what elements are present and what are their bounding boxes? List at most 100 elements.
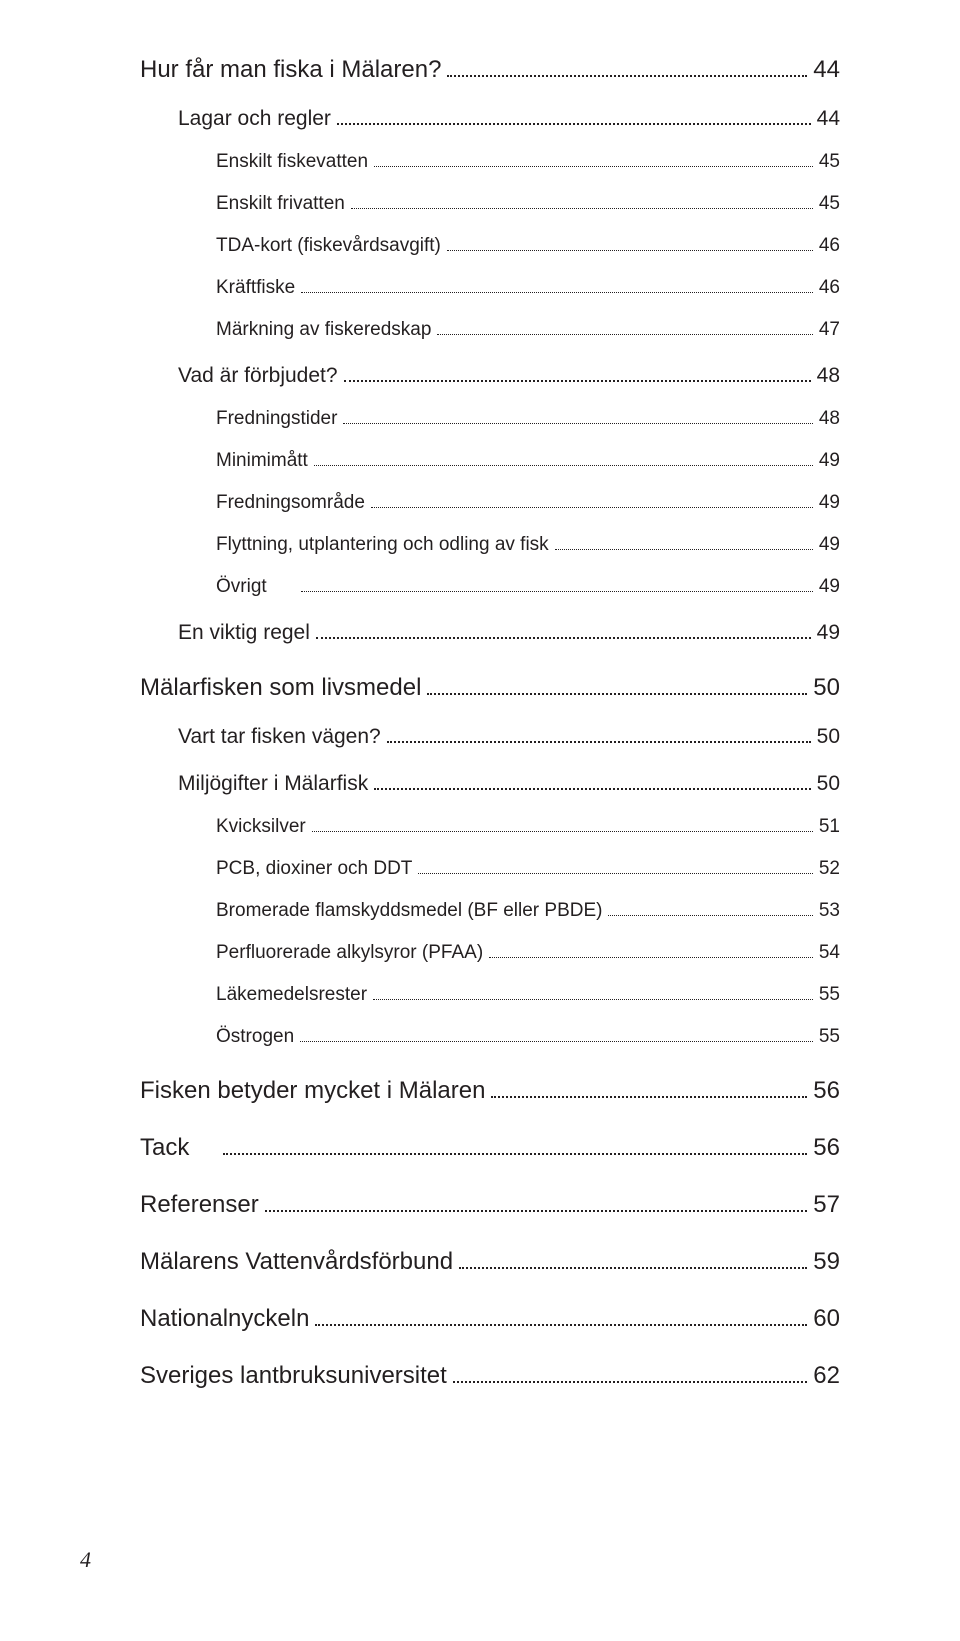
toc-row: Läkemedelsrester 55: [140, 985, 840, 1004]
toc-page-number: 51: [819, 817, 840, 836]
toc-label: Kvicksilver: [216, 817, 306, 836]
toc-page-number: 44: [817, 108, 840, 129]
toc-leader-dots: [373, 990, 813, 1000]
toc-row: TDA-kort (fiskevårdsavgift) 46: [140, 236, 840, 255]
toc-label: Minimimått: [216, 451, 308, 470]
toc-page-number: 60: [813, 1307, 840, 1331]
toc-leader-dots: [300, 1032, 813, 1042]
toc-label: Lagar och regler: [178, 108, 331, 129]
toc-row: Lagar och regler 44: [140, 108, 840, 129]
toc-leader-dots: [265, 1199, 808, 1212]
toc-label: Flyttning, utplantering och odling av fi…: [216, 535, 549, 554]
toc-label: Övrigt: [216, 577, 295, 596]
toc-row: Östrogen55: [140, 1027, 840, 1046]
toc-leader-dots: [301, 582, 813, 592]
toc-leader-dots: [555, 540, 813, 550]
toc-page-number: 48: [817, 365, 840, 386]
toc-page-number: 55: [819, 1027, 840, 1046]
toc-label: Sveriges lantbruksuniversitet: [140, 1364, 447, 1388]
toc-label: Läkemedelsrester: [216, 985, 367, 1004]
toc-label: Tack: [140, 1136, 217, 1160]
toc-leader-dots: [374, 778, 810, 790]
toc-page-number: 49: [819, 493, 840, 512]
toc-leader-dots: [337, 113, 811, 125]
toc-label: Hur får man fiska i Mälaren?: [140, 58, 441, 82]
toc-row: Övrigt 49: [140, 577, 840, 596]
toc-row: Vart tar fisken vägen?50: [140, 726, 840, 747]
toc-leader-dots: [374, 157, 813, 167]
toc-label: PCB, dioxiner och DDT: [216, 859, 412, 878]
toc-page-number: 46: [819, 236, 840, 255]
toc-row: Referenser 57: [140, 1193, 840, 1217]
toc-page-number: 47: [819, 320, 840, 339]
toc-label: Märkning av fiskeredskap: [216, 320, 431, 339]
toc-row: Minimimått 49: [140, 451, 840, 470]
toc-page-number: 49: [819, 577, 840, 596]
toc-label: Bromerade flamskyddsmedel (BF eller PBDE…: [216, 901, 602, 920]
toc-label: Miljögifter i Mälarfisk: [178, 773, 368, 794]
toc-page-number: 50: [817, 726, 840, 747]
toc-row: Fredningstider 48: [140, 409, 840, 428]
toc-leader-dots: [344, 370, 811, 382]
toc-leader-dots: [343, 414, 812, 424]
toc-label: En viktig regel: [178, 622, 310, 643]
toc-label: Fisken betyder mycket i Mälaren: [140, 1079, 485, 1103]
toc-page-number: 50: [813, 676, 840, 700]
toc-label: Enskilt frivatten: [216, 194, 345, 213]
toc-page-number: 49: [819, 451, 840, 470]
toc-page-number: 45: [819, 152, 840, 171]
toc-label: Fredningstider: [216, 409, 337, 428]
toc-page-number: 44: [813, 58, 840, 82]
toc-leader-dots: [315, 1313, 807, 1326]
toc-leader-dots: [459, 1256, 807, 1269]
toc-row: PCB, dioxiner och DDT 52: [140, 859, 840, 878]
toc-page-number: 54: [819, 943, 840, 962]
toc-leader-dots: [447, 64, 807, 77]
toc-page-number: 50: [817, 773, 840, 794]
toc-row: Fisken betyder mycket i Mälaren 56: [140, 1079, 840, 1103]
toc-page-number: 48: [819, 409, 840, 428]
toc-row: Nationalnyckeln60: [140, 1307, 840, 1331]
toc-page-number: 49: [817, 622, 840, 643]
toc-label: Mälarens Vattenvårdsförbund: [140, 1250, 453, 1274]
table-of-contents: Hur får man fiska i Mälaren?44Lagar och …: [140, 58, 840, 1388]
toc-page-number: 49: [819, 535, 840, 554]
toc-label: TDA-kort (fiskevårdsavgift): [216, 236, 441, 255]
toc-page-number: 56: [813, 1136, 840, 1160]
toc-row: Bromerade flamskyddsmedel (BF eller PBDE…: [140, 901, 840, 920]
toc-page-number: 45: [819, 194, 840, 213]
toc-leader-dots: [427, 682, 807, 695]
toc-label: Kräftfiske: [216, 278, 295, 297]
toc-leader-dots: [387, 731, 811, 743]
toc-row: Kräftfiske 46: [140, 278, 840, 297]
toc-label: Vad är förbjudet?: [178, 365, 338, 386]
toc-page-number: 52: [819, 859, 840, 878]
toc-row: Mälarens Vattenvårdsförbund 59: [140, 1250, 840, 1274]
toc-leader-dots: [314, 456, 813, 466]
toc-leader-dots: [351, 199, 813, 209]
toc-page-number: 56: [813, 1079, 840, 1103]
toc-leader-dots: [301, 283, 813, 293]
toc-leader-dots: [437, 325, 812, 335]
toc-label: Enskilt fiskevatten: [216, 152, 368, 171]
toc-page-number: 57: [813, 1193, 840, 1217]
toc-page-number: 55: [819, 985, 840, 1004]
toc-row: Fredningsområde 49: [140, 493, 840, 512]
toc-page-number: 53: [819, 901, 840, 920]
toc-row: Miljögifter i Mälarfisk 50: [140, 773, 840, 794]
toc-leader-dots: [316, 627, 811, 639]
toc-label: Referenser: [140, 1193, 259, 1217]
page-number: 4: [80, 1547, 91, 1573]
toc-leader-dots: [371, 498, 813, 508]
toc-row: Tack 56: [140, 1136, 840, 1160]
toc-page-number: 46: [819, 278, 840, 297]
document-page: Hur får man fiska i Mälaren?44Lagar och …: [0, 0, 960, 1641]
toc-row: Vad är förbjudet? 48: [140, 365, 840, 386]
toc-label: Fredningsområde: [216, 493, 365, 512]
toc-row: Märkning av fiskeredskap 47: [140, 320, 840, 339]
toc-leader-dots: [312, 822, 813, 832]
toc-row: Sveriges lantbruksuniversitet62: [140, 1364, 840, 1388]
toc-leader-dots: [418, 864, 812, 874]
toc-page-number: 59: [813, 1250, 840, 1274]
toc-row: En viktig regel 49: [140, 622, 840, 643]
